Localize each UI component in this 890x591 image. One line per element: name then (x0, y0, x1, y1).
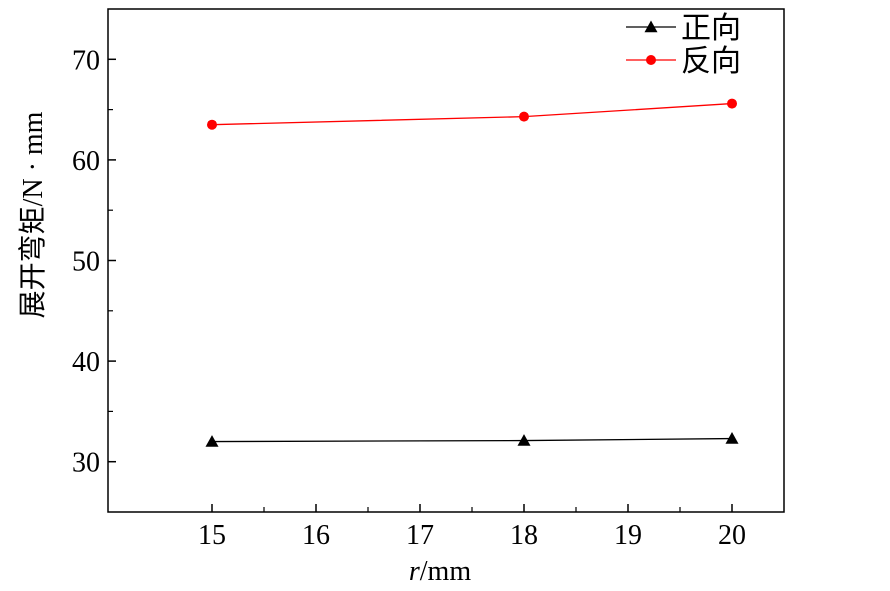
data-point-series-1 (727, 98, 737, 109)
y-tick-label: 70 (72, 45, 100, 76)
data-point-series-0 (725, 432, 739, 444)
data-point-series-1 (519, 111, 529, 122)
x-axis-unit: /mm (420, 556, 472, 587)
x-tick-label: 16 (302, 520, 330, 551)
legend-label-1: 反向 (681, 44, 741, 79)
legend-marker-1 (646, 55, 656, 65)
x-axis-title: r/mm (409, 556, 471, 587)
x-axis-variable: r (409, 556, 420, 587)
series-layer (205, 98, 739, 447)
x-tick-label: 19 (614, 520, 642, 551)
data-point-series-1 (207, 119, 217, 130)
legend-marker-0 (644, 20, 658, 33)
x-tick-label: 17 (406, 520, 434, 551)
series-line-0 (211, 437, 733, 443)
x-tick-label: 20 (718, 520, 746, 551)
x-axis: 15 16 17 18 19 20 (198, 504, 746, 551)
x-tick-label: 15 (198, 520, 226, 551)
y-axis: 30 40 50 60 70 (72, 45, 116, 479)
plot-frame (107, 8, 785, 513)
data-point-series-0 (205, 435, 219, 447)
y-axis-title: 展开弯矩/N · mm (17, 111, 49, 318)
y-tick-label: 50 (72, 247, 100, 278)
series-line-1 (211, 102, 733, 126)
y-tick-label: 40 (72, 347, 100, 378)
x-tick-label: 18 (510, 520, 538, 551)
data-point-series-0 (517, 434, 531, 446)
y-tick-label: 30 (72, 448, 100, 479)
legend-label-0: 正向 (681, 11, 741, 46)
y-tick-label: 60 (72, 146, 100, 177)
